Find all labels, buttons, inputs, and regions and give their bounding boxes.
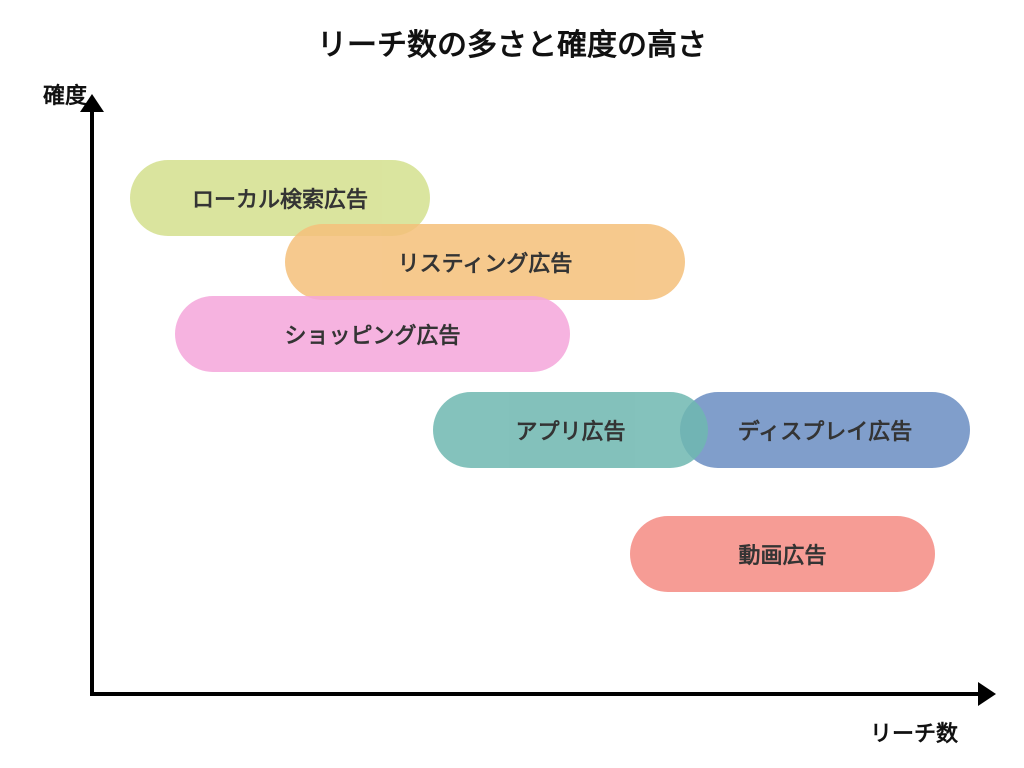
bubble-shopping-ads: ショッピング広告 (175, 296, 570, 372)
bubble-app-ads: アプリ広告 (433, 392, 708, 468)
y-axis-arrow-icon (80, 94, 104, 112)
x-axis-arrow-icon (978, 682, 996, 706)
bubble-listing-ads: リスティング広告 (285, 224, 685, 300)
bubble-video-ads: 動画広告 (630, 516, 935, 592)
x-axis-label: リーチ数 (870, 716, 958, 748)
chart-title: リーチ数の多さと確度の高さ (0, 20, 1024, 64)
bubble-display-ads: ディスプレイ広告 (680, 392, 970, 468)
x-axis-line (90, 692, 980, 696)
y-axis-line (90, 110, 94, 696)
